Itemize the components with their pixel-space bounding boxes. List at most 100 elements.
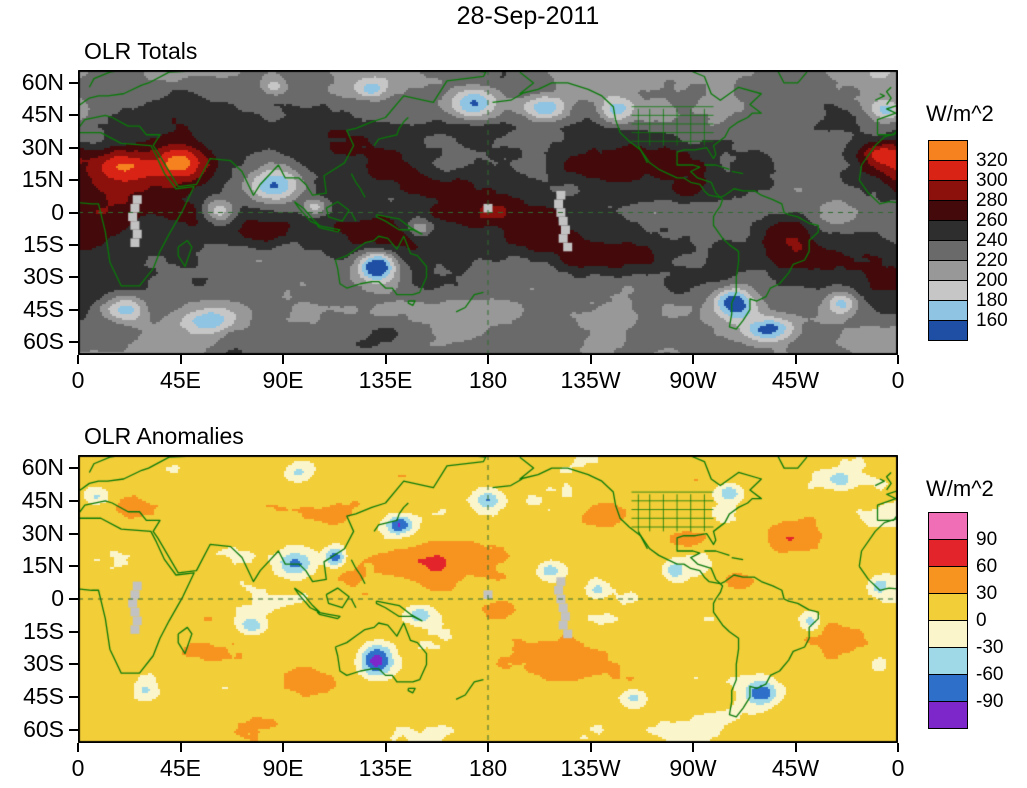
x-tick-mark (77, 743, 79, 752)
y-tick-mark (69, 467, 78, 470)
y-tick-label: 60S (23, 328, 64, 355)
x-tick-label: 135W (560, 367, 621, 393)
olr-totals-map (78, 70, 898, 355)
y-tick-label: 0 (51, 198, 64, 225)
y-tick-mark (69, 308, 78, 311)
y-tick-mark (69, 276, 78, 279)
colorbar-tick-label: 0 (976, 610, 987, 631)
x-tick-mark (692, 355, 694, 364)
y-tick-label: 45S (23, 295, 64, 322)
x-tick-mark (897, 355, 899, 364)
colorbar-tick-label: 60 (976, 556, 998, 577)
colorbar-segment (929, 181, 967, 201)
y-tick-label: 30S (23, 263, 64, 290)
y-tick-mark (69, 114, 78, 117)
colorbar-segment (929, 702, 967, 728)
panel-title-olr-totals: OLR Totals (84, 38, 198, 64)
y-tick-mark (69, 696, 78, 699)
colorbar-tick-label: 180 (976, 290, 1008, 311)
y-tick-mark (69, 211, 78, 214)
x-tick-label: 180 (468, 367, 508, 393)
colorbar-segment (929, 301, 967, 321)
colorbar-segment (929, 540, 967, 567)
colorbar-segment (929, 675, 967, 702)
x-tick-label: 45W (771, 367, 820, 393)
panel-title-olr-anomalies: OLR Anomalies (84, 423, 244, 449)
colorbar-tick-label: 160 (976, 310, 1008, 331)
y-tick-mark (69, 499, 78, 502)
colorbar-segment (929, 513, 967, 540)
x-tick-mark (487, 355, 489, 364)
x-tick-mark (794, 355, 797, 364)
y-tick-mark (69, 243, 78, 246)
x-tick-mark (77, 355, 79, 364)
x-tick-label: 0 (891, 367, 905, 393)
x-tick-label: 0 (891, 755, 905, 781)
colorbar (928, 140, 968, 341)
colorbar-tick-label: 240 (976, 230, 1008, 251)
x-tick-mark (179, 355, 182, 364)
x-tick-mark (897, 743, 899, 752)
x-tick-label: 0 (71, 367, 85, 393)
colorbar-segment (929, 648, 967, 675)
olr-anomalies-map (78, 455, 898, 743)
x-tick-mark (282, 355, 284, 364)
x-tick-mark (794, 743, 797, 752)
x-tick-label: 90E (262, 367, 304, 393)
y-tick-label: 45S (23, 683, 64, 710)
colorbar-tick-label: -30 (976, 637, 1004, 658)
colorbar (928, 512, 968, 729)
colorbar-segment (929, 567, 967, 594)
colorbar-tick-label: 320 (976, 150, 1008, 171)
y-tick-mark (69, 565, 78, 568)
x-tick-label: 135E (358, 755, 413, 781)
y-tick-label: 45N (21, 101, 64, 128)
y-tick-mark (69, 341, 78, 344)
x-tick-label: 0 (71, 755, 85, 781)
x-tick-label: 135E (358, 367, 413, 393)
x-tick-mark (384, 355, 387, 364)
x-tick-mark (179, 743, 182, 752)
colorbar-segment (929, 321, 967, 340)
x-tick-mark (487, 743, 489, 752)
y-tick-label: 15N (21, 552, 64, 579)
x-tick-mark (589, 355, 592, 364)
colorbar-tick-label: 30 (976, 583, 998, 604)
colorbar-segment (929, 161, 967, 181)
colorbar-segment (929, 241, 967, 261)
y-tick-label: 15N (21, 166, 64, 193)
y-tick-mark (69, 146, 78, 149)
x-tick-label: 90W (669, 755, 717, 781)
x-tick-mark (692, 743, 694, 752)
y-tick-label: 60N (21, 454, 64, 481)
colorbar-tick-label: 280 (976, 190, 1008, 211)
colorbar-segment (929, 141, 967, 161)
y-tick-mark (69, 630, 78, 633)
colorbar-segment (929, 621, 967, 648)
y-tick-mark (69, 532, 78, 535)
colorbar-units-label: W/m^2 (926, 476, 994, 501)
colorbar-tick-label: 90 (976, 529, 998, 550)
x-tick-mark (282, 743, 284, 752)
colorbar-segment (929, 281, 967, 301)
colorbar-tick-label: 300 (976, 170, 1008, 191)
y-tick-label: 60S (23, 715, 64, 742)
y-tick-label: 30N (21, 519, 64, 546)
colorbar-segment (929, 594, 967, 621)
y-tick-mark (69, 728, 78, 731)
y-tick-label: 60N (21, 68, 64, 95)
x-tick-mark (589, 743, 592, 752)
x-tick-label: 45E (160, 755, 201, 781)
y-tick-label: 15S (23, 230, 64, 257)
x-tick-label: 90E (262, 755, 304, 781)
x-tick-label: 180 (468, 755, 508, 781)
y-tick-mark (69, 598, 78, 600)
colorbar-tick-label: -90 (976, 691, 1004, 712)
colorbar-tick-label: 220 (976, 250, 1008, 271)
y-tick-label: 30N (21, 133, 64, 160)
colorbar-segment (929, 221, 967, 241)
y-tick-mark (69, 81, 78, 84)
colorbar-units-label: W/m^2 (926, 101, 994, 126)
x-tick-label: 90W (669, 367, 717, 393)
